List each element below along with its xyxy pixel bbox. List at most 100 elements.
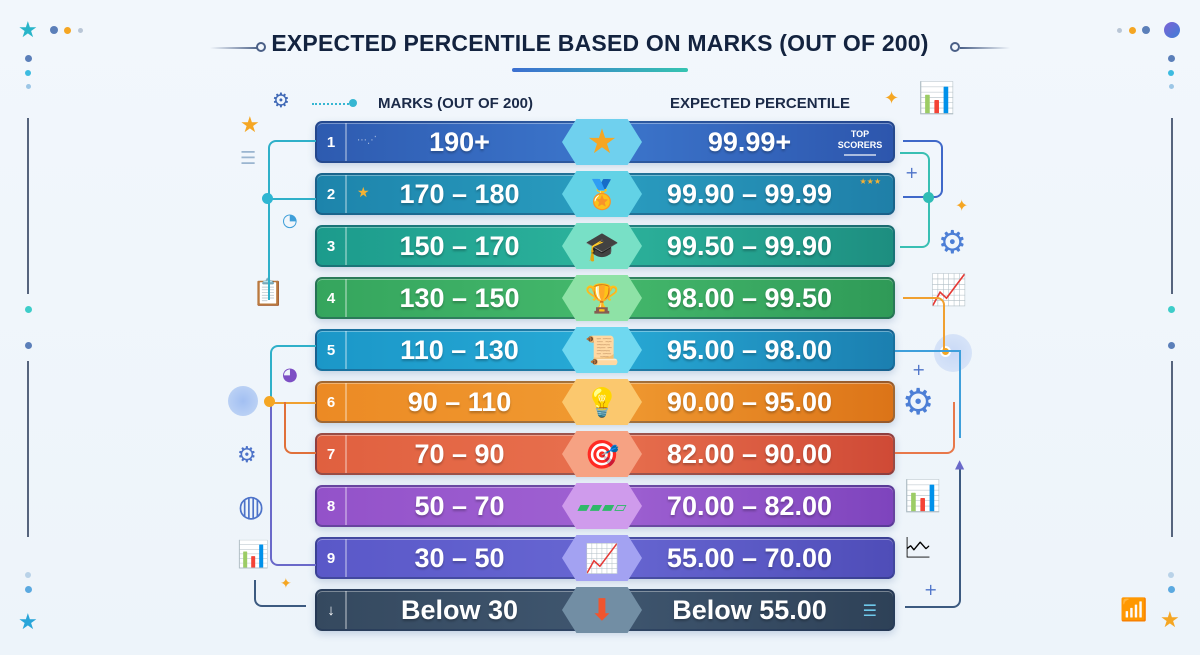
connector-line: [268, 198, 316, 200]
table-row: 2 ★ 170 – 180 🏅 99.90 – 99.99 ★★★: [315, 171, 895, 217]
row-index: 8: [317, 487, 347, 525]
title-line-left: [210, 47, 260, 49]
right-side-line: [1171, 361, 1173, 537]
marks-value: 130 – 150: [399, 282, 520, 313]
donut-chart-icon: ◍: [238, 489, 265, 524]
marks-value: Below 30: [400, 594, 519, 625]
table-row: 5 110 – 130 📜 95.00 – 98.00: [315, 327, 895, 373]
percentile-column-header: EXPECTED PERCENTILE: [670, 95, 851, 112]
left-side-line: [27, 118, 29, 294]
teal-star-icon: ★: [18, 18, 38, 43]
growth-chart-icon: 📈: [562, 535, 642, 581]
deco-dot: [78, 28, 83, 33]
page-title: EXPECTED PERCENTILE BASED ON MARKS (OUT …: [271, 30, 929, 56]
deco-dot: [26, 84, 31, 89]
rating-stars-icon: ★★★: [859, 177, 881, 186]
deco-dot: [25, 342, 32, 349]
percentile-value: 95.00 – 98.00: [666, 334, 833, 365]
marks-value: 190+: [429, 126, 490, 157]
connector-node: [262, 193, 273, 204]
deco-dot: [1168, 342, 1175, 349]
percentile-value: 99.99+: [707, 126, 792, 157]
marks-value: 170 – 180: [399, 178, 520, 209]
percentile-table: 1 ⋯⋰ 190+ ★ 99.99+ TOP SCORERS 2 ★ 170 –…: [315, 119, 895, 641]
title-ring-right: [950, 42, 960, 52]
connector-line: [270, 402, 316, 404]
deco-dot: [25, 586, 32, 593]
signal-bars-icon: 📶: [1120, 598, 1148, 623]
table-row: 1 ⋯⋰ 190+ ★ 99.99+ TOP SCORERS: [315, 119, 895, 165]
row-index: 4: [317, 279, 347, 317]
medal-icon: 🏅: [562, 171, 642, 217]
globe-icon: [1164, 22, 1180, 38]
percentile-value: 70.00 – 82.00: [666, 490, 833, 521]
right-side-line: [1171, 118, 1173, 294]
marks-value: 110 – 130: [400, 334, 519, 365]
teal-star-icon: ★: [18, 610, 38, 635]
deco-dot: [64, 27, 71, 34]
plus-icon: +: [912, 360, 926, 379]
table-row: 8 50 – 70 ▰▰▰▱ 70.00 – 82.00: [315, 483, 895, 529]
trophy-icon: 🏆: [562, 275, 642, 321]
sparkle-icon: ✦: [280, 576, 292, 592]
title-underline: [512, 68, 688, 72]
connector-dot: [349, 99, 357, 107]
connector-line: [254, 580, 306, 607]
gear-icon: ⚙: [938, 223, 967, 261]
badge-line1: TOP: [850, 129, 870, 139]
graduation-cap-icon: 🎓: [562, 223, 642, 269]
connector-line: [903, 297, 945, 349]
gold-star-icon: ★: [1160, 608, 1180, 633]
percentile-value: 99.90 – 99.99: [666, 178, 833, 209]
dashboard-chart-icon: 🗠: [904, 531, 933, 564]
deco-dot: [25, 306, 32, 313]
deco-dot: [1168, 586, 1175, 593]
star-icon: ★: [562, 119, 642, 165]
title-line-right: [960, 47, 1010, 49]
pie-chart-icon: ◕: [282, 364, 298, 385]
plus-icon: +: [905, 163, 919, 182]
table-row: 7 70 – 90 🎯 82.00 – 90.00: [315, 431, 895, 477]
bar-chart-trend-icon: 📊: [918, 81, 956, 116]
text-lines-icon: ☰: [240, 148, 257, 169]
bar-chart-icon: 📊: [904, 479, 942, 514]
table-row: 9 30 – 50 📈 55.00 – 70.00: [315, 535, 895, 581]
badge-line2: SCORERS: [837, 140, 883, 150]
percentile-value: 82.00 – 90.00: [666, 438, 833, 469]
percentile-value: 99.50 – 99.90: [666, 230, 833, 261]
connector-line: [905, 468, 961, 608]
row-index: 7: [317, 435, 347, 473]
connector-line: [268, 140, 316, 300]
deco-dot: [1168, 55, 1175, 62]
table-row: ↓ Below 30 ⬇ Below 55.00 ☰: [315, 587, 895, 633]
marks-value: 70 – 90: [414, 438, 505, 469]
marks-column-header: MARKS (OUT OF 200): [378, 95, 534, 112]
trend-chart-icon: 📈: [930, 273, 968, 308]
deco-dot: [25, 572, 31, 578]
row-index: 1: [317, 123, 347, 161]
marks-value: 30 – 50: [414, 542, 505, 573]
left-side-line: [27, 361, 29, 537]
plus-icon: +: [924, 580, 938, 599]
deco-dot: [25, 55, 32, 62]
glow-circle: [228, 386, 258, 416]
row-index: 5: [317, 331, 347, 369]
stars-icon: ★: [357, 185, 370, 201]
connector-line: [270, 402, 316, 566]
deco-dot: [1117, 28, 1122, 33]
target-icon: 🎯: [562, 431, 642, 477]
connector-line: [284, 402, 316, 454]
table-row: 4 130 – 150 🏆 98.00 – 99.50: [315, 275, 895, 321]
deco-dot: [1142, 26, 1150, 34]
pie-chart-icon: ◔: [282, 210, 298, 231]
row-index: 6: [317, 383, 347, 421]
top-scorers-badge: TOP SCORERS: [835, 129, 885, 156]
row-index: 3: [317, 227, 347, 265]
progress-bar-icon: ▰▰▰▱: [562, 483, 642, 529]
row-index: ↓: [317, 591, 347, 629]
bar-chart-icon: 📊: [237, 540, 270, 570]
deco-dot: [1168, 70, 1174, 76]
check-gear-icon: ⚙: [237, 443, 257, 468]
connector-node: [923, 192, 934, 203]
sparkle-icon: ✦: [955, 196, 969, 215]
